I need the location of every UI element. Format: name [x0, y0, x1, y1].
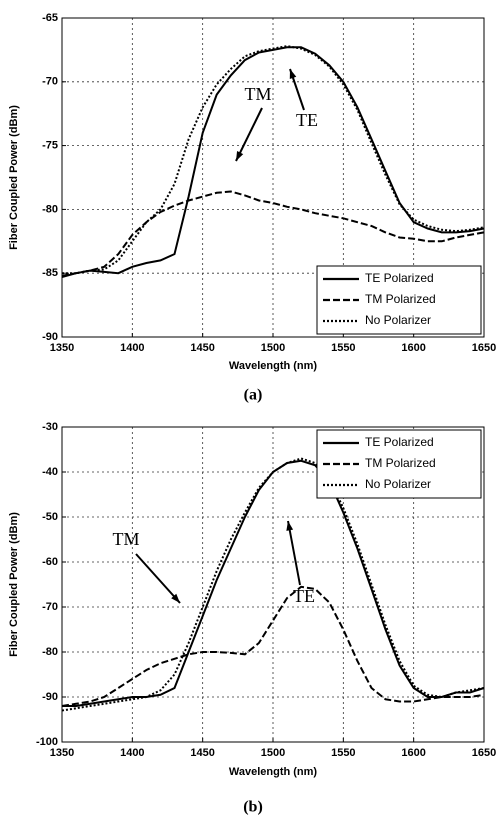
y-tick-label: -80: [42, 203, 58, 215]
x-tick-label: 1400: [120, 747, 144, 759]
legend-label: TM Polarized: [365, 456, 436, 470]
annotation-arrow: [287, 520, 301, 586]
annotation-arrow: [235, 107, 263, 162]
x-tick-label: 1500: [261, 342, 285, 354]
y-tick-label: -65: [42, 12, 58, 24]
x-tick-label: 1350: [50, 747, 74, 759]
y-tick-label: -90: [42, 331, 58, 343]
y-tick-label: -70: [42, 601, 58, 613]
arrow-head: [289, 69, 297, 79]
annotation: TE: [296, 110, 318, 130]
y-tick-label: -40: [42, 466, 58, 478]
y-tick-label: -30: [42, 421, 58, 433]
arrow-head: [236, 151, 244, 161]
x-tick-label: 1600: [401, 747, 425, 759]
legend-label: TE Polarized: [365, 435, 434, 449]
arrow-head: [286, 521, 294, 531]
y-axis-label: Fiber Coupled Power (dBm): [8, 512, 20, 657]
y-tick-label: -70: [42, 76, 58, 88]
data-line: [61, 457, 485, 712]
legend-label: TE Polarized: [365, 271, 434, 285]
annotation: TE: [293, 586, 315, 606]
x-tick-label: 1550: [331, 747, 355, 759]
arrow-head: [171, 593, 180, 603]
data-line: [61, 585, 485, 707]
x-tick-label: 1600: [401, 342, 425, 354]
legend-label: TM Polarized: [365, 292, 436, 306]
plot-frame: [61, 17, 485, 338]
y-tick-label: -60: [42, 556, 58, 568]
caption: (a): [244, 387, 263, 404]
x-tick-label: 1400: [120, 342, 144, 354]
data-line: [61, 190, 485, 277]
y-tick-label: -100: [36, 736, 58, 748]
x-axis-label: Wavelength (nm): [229, 766, 318, 778]
x-axis-label: Wavelength (nm): [229, 360, 318, 372]
x-tick-label: 1350: [50, 342, 74, 354]
annotation: TM: [113, 529, 140, 549]
data-line: [61, 46, 485, 278]
y-tick-label: -75: [42, 140, 58, 152]
y-tick-label: -80: [42, 646, 58, 658]
plot-frame: [61, 426, 485, 743]
x-tick-label: 1650: [472, 342, 496, 354]
x-tick-label: 1500: [261, 747, 285, 759]
caption: (b): [243, 799, 263, 816]
annotation: TM: [245, 84, 272, 104]
x-tick-label: 1450: [190, 342, 214, 354]
data-line: [62, 45, 485, 275]
x-tick-label: 1550: [331, 342, 355, 354]
legend-label: No Polarizer: [365, 477, 431, 491]
annotation-arrow: [135, 553, 181, 604]
y-tick-label: -50: [42, 511, 58, 523]
y-tick-label: -90: [42, 691, 58, 703]
legend-label: No Polarizer: [365, 313, 431, 327]
y-axis-label: Fiber Coupled Power (dBm): [8, 105, 20, 250]
x-tick-label: 1450: [190, 747, 214, 759]
y-tick-label: -85: [42, 267, 58, 279]
x-tick-label: 1650: [472, 747, 496, 759]
